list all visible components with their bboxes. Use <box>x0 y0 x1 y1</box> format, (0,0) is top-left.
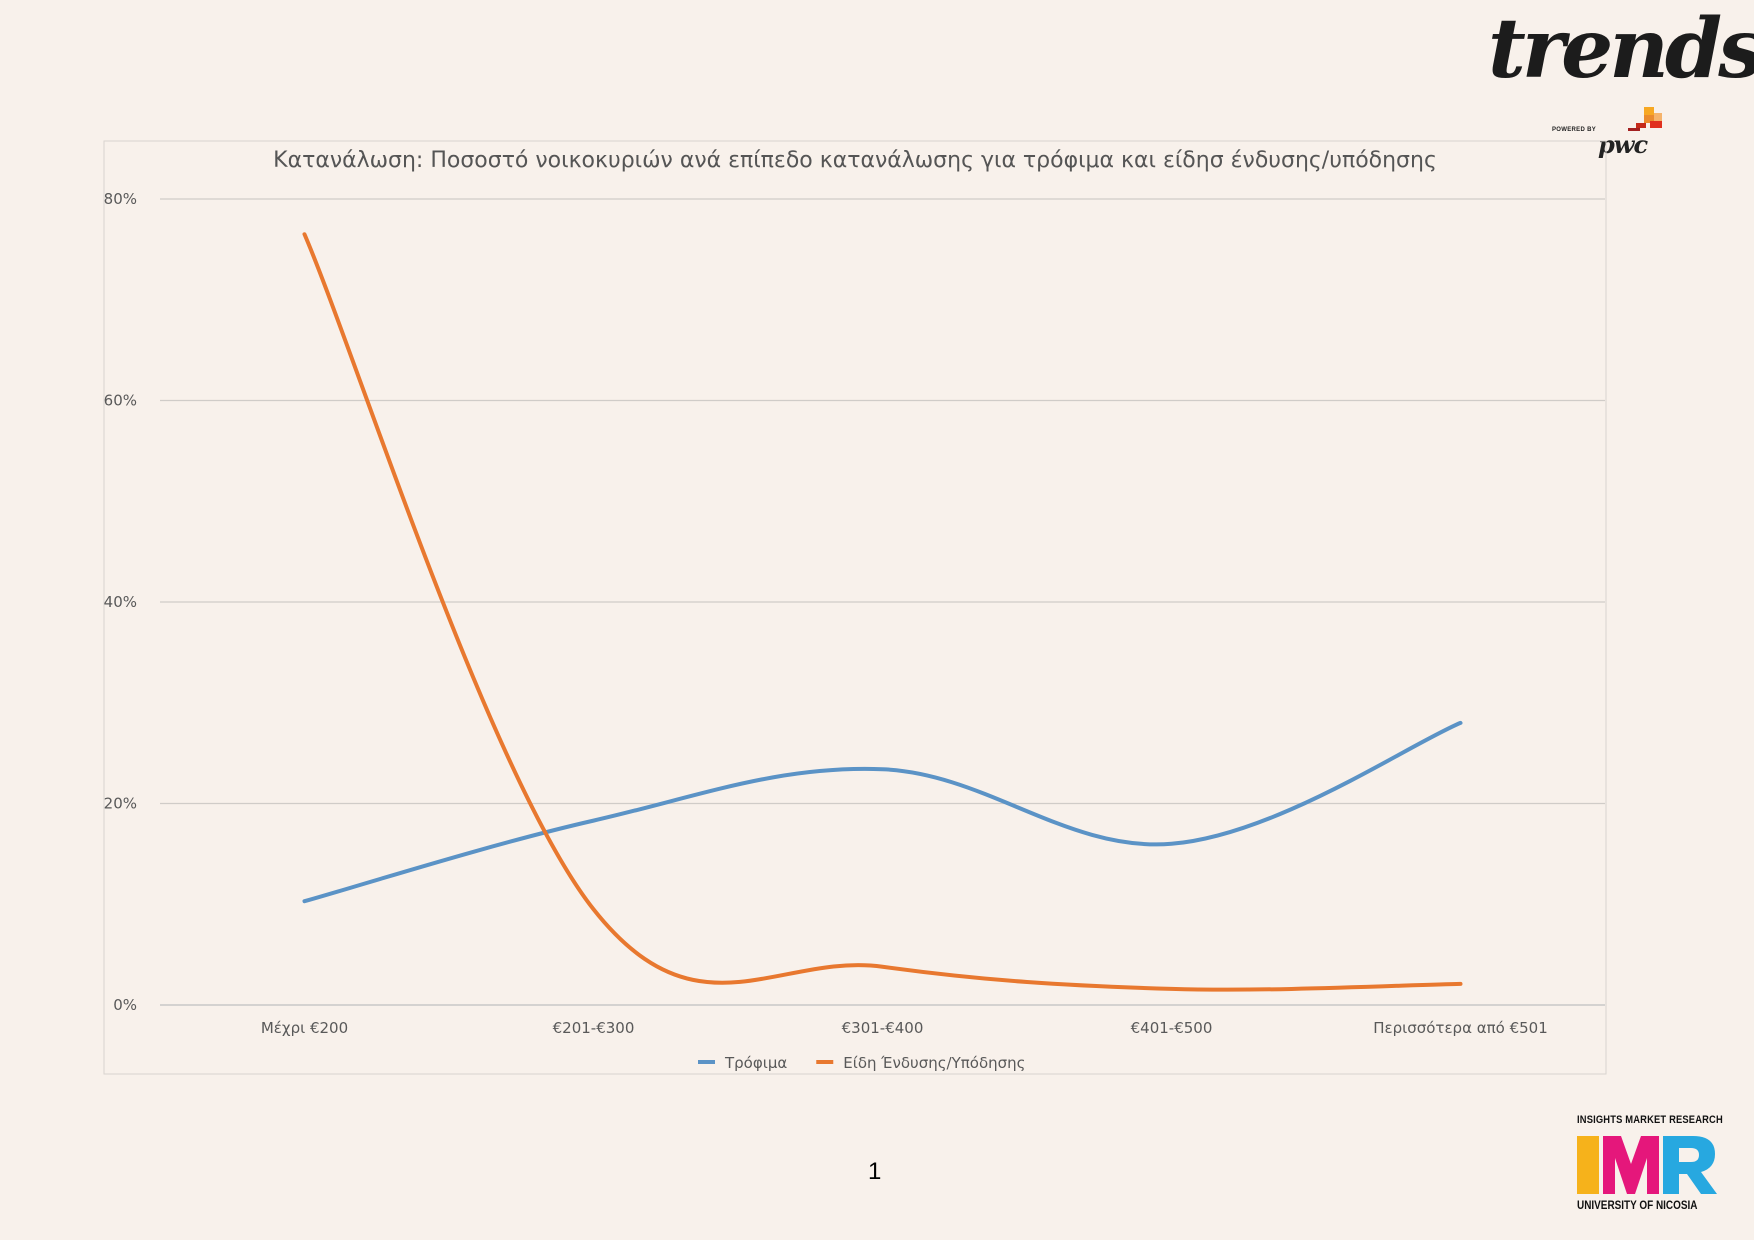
chart-frame <box>103 140 1607 1075</box>
x-tick-label: Μέχρι €200 <box>261 1019 348 1037</box>
y-tick-label: 60% <box>104 392 137 410</box>
imr-logo-letters <box>1577 1136 1717 1194</box>
imr-logo-i <box>1577 1136 1599 1194</box>
legend-label: Είδη Ένδυσης/Υπόδησης <box>843 1054 1025 1072</box>
y-tick-label: 20% <box>104 795 137 813</box>
x-tick-label: Περισσότερα από €501 <box>1373 1019 1548 1037</box>
legend: Τρόφιμα Είδη Ένδυσης/Υπόδησης <box>698 1054 1025 1072</box>
page-number: 1 <box>868 1158 882 1185</box>
series-line-0 <box>302 720 1463 904</box>
pwc-logo-blocks <box>1628 107 1662 131</box>
legend-label: Τρόφιμα <box>724 1054 787 1072</box>
y-axis-ticks: 0% 20% 40% 60% 80% <box>104 190 137 1014</box>
y-tick-label: 40% <box>104 593 137 611</box>
grid-layer <box>160 198 1605 1006</box>
powered-by-label: POWERED BY <box>1552 127 1597 133</box>
trends-logo: trends <box>1488 1 1754 97</box>
series-layer <box>302 232 1463 992</box>
imr-logo-bottom-text: UNIVERSITY OF NICOSIA <box>1577 1198 1698 1212</box>
y-tick-label: 0% <box>113 996 137 1014</box>
imr-logo-top-text: INSIGHTS MARKET RESEARCH <box>1577 1114 1723 1126</box>
y-tick-label: 80% <box>104 190 137 208</box>
x-axis-ticks: Μέχρι €200 €201-€300 €301-€400 €401-€500 Περ… <box>261 1019 1548 1037</box>
x-tick-label: €401-€500 <box>1131 1019 1213 1037</box>
series-line-1 <box>302 232 1463 992</box>
x-tick-label: €201-€300 <box>553 1019 635 1037</box>
chart-title: Κατανάλωση: Ποσοστό νοικοκυριών ανά επίπ… <box>273 148 1437 173</box>
imr-logo-r <box>1663 1136 1717 1194</box>
x-tick-label: €301-€400 <box>842 1019 924 1037</box>
imr-logo-m <box>1603 1136 1659 1194</box>
